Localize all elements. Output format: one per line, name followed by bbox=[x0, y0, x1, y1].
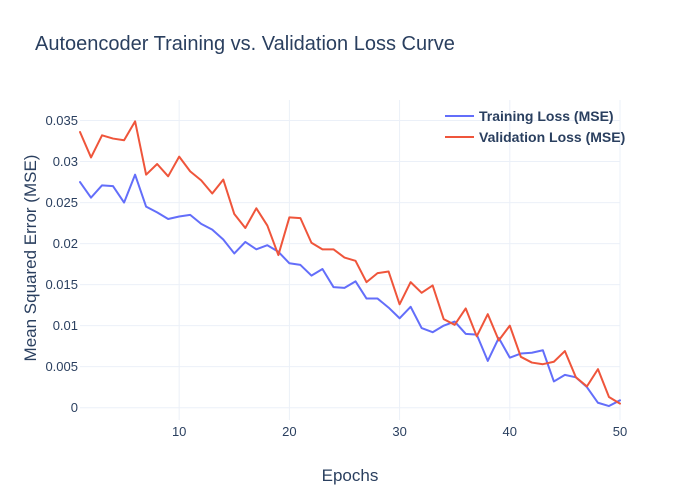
y-tick-label: 0.02 bbox=[53, 236, 78, 251]
legend-label: Validation Loss (MSE) bbox=[479, 129, 625, 145]
validation-loss-line bbox=[79, 120, 621, 405]
legend: Training Loss (MSE) Validation Loss (MSE) bbox=[445, 108, 625, 145]
x-tick-label: 20 bbox=[282, 424, 296, 439]
x-tick-label: 50 bbox=[613, 424, 627, 439]
chart-title: Autoencoder Training vs. Validation Loss… bbox=[35, 33, 455, 55]
y-tick-labels: 0 0.005 0.01 0.015 0.02 0.025 0.03 0.035 bbox=[45, 113, 78, 415]
y-tick-label: 0.025 bbox=[45, 195, 78, 210]
training-loss-line bbox=[79, 173, 621, 408]
x-axis-title: Epochs bbox=[322, 466, 379, 485]
x-tick-label: 10 bbox=[172, 424, 186, 439]
legend-label: Training Loss (MSE) bbox=[479, 108, 614, 124]
y-tick-label: 0.005 bbox=[45, 359, 78, 374]
series-lines bbox=[79, 120, 621, 408]
x-tick-labels: 10 20 30 40 50 bbox=[172, 424, 627, 439]
y-tick-label: 0 bbox=[71, 400, 78, 415]
y-tick-label: 0.01 bbox=[53, 318, 78, 333]
grid bbox=[80, 100, 621, 420]
y-tick-label: 0.015 bbox=[45, 277, 78, 292]
x-tick-label: 40 bbox=[503, 424, 517, 439]
y-tick-label: 0.035 bbox=[45, 113, 78, 128]
y-tick-label: 0.03 bbox=[53, 154, 78, 169]
x-tick-label: 30 bbox=[392, 424, 406, 439]
y-axis-title: Mean Squared Error (MSE) bbox=[21, 155, 40, 362]
